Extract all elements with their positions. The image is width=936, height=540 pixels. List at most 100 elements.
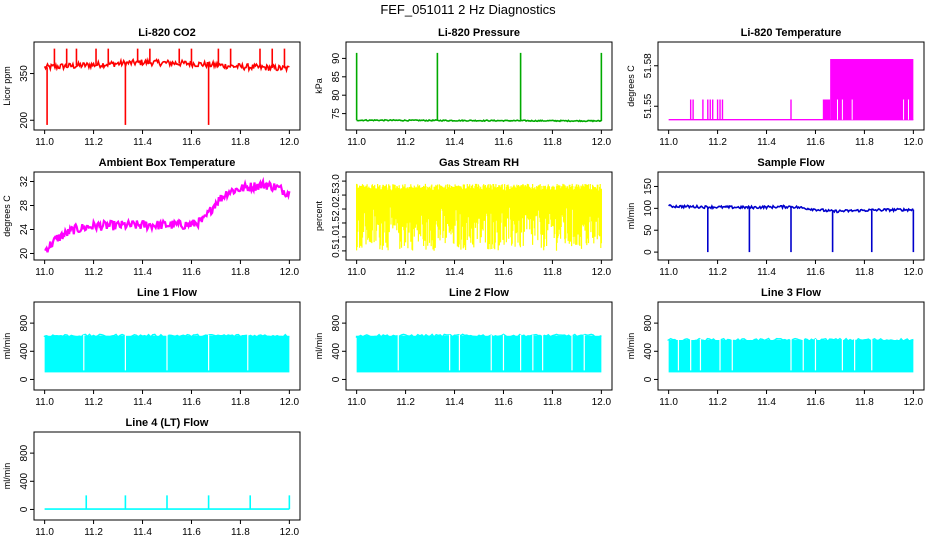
series-line-pressure [356, 118, 602, 123]
xtick-label-co2-2: 11.4 [133, 137, 152, 148]
ytick-label-rh-1: 1.0 [331, 230, 342, 244]
panel-co2: Li-820 CO2 11.0 11.2 11.4 11.6 11.8 12.0 200 350… [2, 27, 301, 148]
xtick-label-line3-1: 11.2 [708, 397, 727, 408]
xtick-label-line2-5: 12.0 [592, 397, 612, 408]
xtick-label-line3-5: 12.0 [904, 397, 924, 408]
xtick-label-pressure-1: 11.2 [396, 137, 415, 148]
xtick-label-ambient-5: 12.0 [280, 267, 300, 278]
panel-title-ambient: Ambient Box Temperature [99, 157, 236, 169]
ylabel-pressure: kPa [314, 78, 324, 94]
series-line-ambient [44, 176, 291, 253]
xtick-label-temperature-0: 11.0 [659, 137, 678, 148]
series-temperature [668, 59, 914, 121]
panel-temperature: Li-820 Temperature 11.0 11.2 11.4 11.6 11.8 12… [626, 27, 925, 148]
ytick-label-line4-0: 0 [19, 506, 30, 512]
panel-frame-sample [657, 171, 925, 261]
ytick-label-ambient-3: 32 [19, 176, 30, 188]
xtick-label-ambient-0: 11.0 [35, 267, 54, 278]
ylabel-co2: Licor ppm [2, 66, 12, 106]
panel-title-co2: Li-820 CO2 [138, 27, 195, 39]
xtick-label-line1-5: 12.0 [280, 397, 300, 408]
ytick-label-ambient-1: 24 [19, 223, 30, 235]
xtick-label-line1-4: 11.8 [231, 397, 250, 408]
ytick-label-sample-2: 100 [643, 200, 654, 217]
xtick-label-rh-4: 11.8 [543, 267, 562, 278]
xtick-label-line4-5: 12.0 [280, 527, 300, 538]
ytick-label-line1-2: 800 [19, 314, 30, 331]
panel-frame-temperature [657, 41, 925, 131]
series-line-co2 [43, 57, 290, 74]
xtick-label-rh-5: 12.0 [592, 267, 612, 278]
panel-ambient: Ambient Box Temperature 11.0 11.2 11.4 11.6 1… [2, 157, 301, 278]
ytick-label-line3-0: 0 [643, 376, 654, 382]
xtick-label-line4-2: 11.4 [133, 527, 152, 538]
xtick-label-line2-3: 11.6 [494, 397, 513, 408]
xtick-label-line3-0: 11.0 [659, 397, 678, 408]
xtick-label-line4-4: 11.8 [231, 527, 250, 538]
xtick-label-ambient-2: 11.4 [133, 267, 152, 278]
xtick-label-pressure-0: 11.0 [347, 137, 366, 148]
ytick-label-temperature-0: 51.55 [643, 93, 654, 118]
panel-frame-line1 [33, 301, 301, 391]
series-co2 [43, 48, 290, 125]
panel-line1: Line 1 Flow 11.0 11.2 11.4 11.6 11.8 12.0 0 400 8… [2, 287, 301, 408]
ytick-label-rh-3: 2.0 [331, 202, 342, 216]
xtick-label-line3-3: 11.6 [806, 397, 825, 408]
ytick-label-rh-4: 2.5 [331, 188, 342, 202]
temp-band-low [822, 99, 831, 120]
series-line4 [44, 495, 291, 510]
panel-sample: Sample Flow 11.0 11.2 11.4 11.6 11.8 12.0 0 50 10… [626, 157, 925, 278]
xtick-label-line4-0: 11.0 [35, 527, 54, 538]
ylabel-sample: ml/min [626, 203, 636, 230]
panel-line3: Line 3 Flow 11.0 11.2 11.4 11.6 11.8 12.0 0 400 8… [626, 287, 925, 408]
xtick-label-sample-2: 11.4 [757, 267, 776, 278]
panel-frame-co2 [33, 41, 301, 131]
ytick-label-sample-0: 0 [643, 249, 654, 255]
figure-title: FEF_051011 2 Hz Diagnostics [380, 2, 556, 17]
xtick-label-temperature-2: 11.4 [757, 137, 776, 148]
temp-band-high [830, 59, 914, 120]
panel-pressure: Li-820 Pressure 11.0 11.2 11.4 11.6 11.8 12.0 7… [314, 27, 613, 148]
ytick-label-sample-3: 150 [643, 178, 654, 195]
flow-edge-line2 [355, 333, 602, 339]
panel-frame-line4 [33, 431, 301, 521]
xtick-label-line3-2: 11.4 [757, 397, 776, 408]
xtick-label-rh-2: 11.4 [445, 267, 464, 278]
xtick-label-sample-0: 11.0 [659, 267, 678, 278]
xtick-label-temperature-3: 11.6 [806, 137, 825, 148]
xtick-label-co2-5: 12.0 [280, 137, 300, 148]
ytick-label-line1-0: 0 [19, 376, 30, 382]
xtick-label-line4-3: 11.6 [182, 527, 201, 538]
series-line2 [355, 333, 602, 373]
ytick-label-line4-2: 800 [19, 444, 30, 461]
panel-frame-line3 [657, 301, 925, 391]
ytick-label-sample-1: 50 [643, 224, 654, 236]
xtick-label-sample-5: 12.0 [904, 267, 924, 278]
ytick-label-line4-1: 400 [19, 473, 30, 490]
xtick-label-temperature-4: 11.8 [855, 137, 874, 148]
xtick-label-temperature-5: 12.0 [904, 137, 924, 148]
panel-rh: Gas Stream RH 11.0 11.2 11.4 11.6 11.8 12.0 0.5… [314, 157, 613, 278]
ytick-label-line2-1: 400 [331, 343, 342, 360]
ytick-label-line2-2: 800 [331, 314, 342, 331]
ytick-label-pressure-0: 75 [331, 108, 342, 120]
panel-frame-line2 [345, 301, 613, 391]
xtick-label-pressure-3: 11.6 [494, 137, 513, 148]
ylabel-line1: ml/min [2, 333, 12, 360]
xtick-label-ambient-1: 11.2 [84, 267, 103, 278]
xtick-label-temperature-1: 11.2 [708, 137, 727, 148]
panel-title-line4: Line 4 (LT) Flow [126, 417, 209, 429]
ylabel-line2: ml/min [314, 333, 324, 360]
panel-title-rh: Gas Stream RH [439, 157, 519, 169]
ylabel-rh: percent [314, 200, 324, 231]
xtick-label-line2-4: 11.8 [543, 397, 562, 408]
series-line3 [666, 337, 914, 373]
xtick-label-ambient-3: 11.6 [182, 267, 201, 278]
ytick-label-co2-1: 350 [19, 65, 30, 82]
ytick-label-ambient-0: 20 [19, 247, 30, 259]
series-rh [356, 183, 602, 251]
ytick-label-co2-0: 200 [19, 111, 30, 128]
xtick-label-line1-1: 11.2 [84, 397, 103, 408]
ytick-label-ambient-2: 28 [19, 200, 30, 212]
